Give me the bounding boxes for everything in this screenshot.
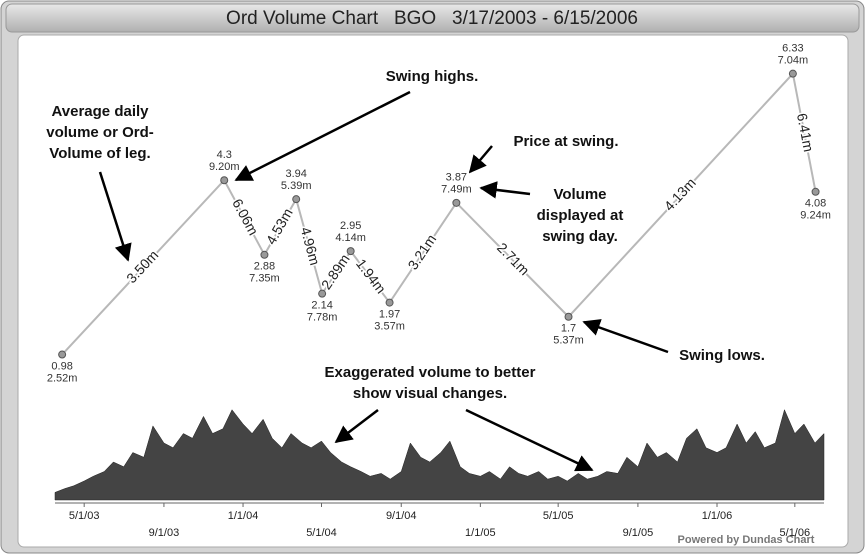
- x-tick-label: 5/1/04: [306, 527, 337, 539]
- price-label: 4.3: [217, 149, 232, 161]
- annotation-line: Swing lows.: [679, 347, 765, 364]
- volume-label: 7.78m: [307, 312, 338, 324]
- volume-label: 7.35m: [249, 273, 280, 285]
- volume-label: 4.14m: [335, 232, 366, 244]
- annotation-line: Average daily: [52, 103, 150, 120]
- x-tick-label: 5/1/03: [69, 510, 100, 522]
- annotation: Swing highs.: [386, 68, 479, 85]
- x-tick-label: 9/1/04: [386, 510, 417, 522]
- plot-area: [17, 34, 849, 548]
- arrows: [98, 90, 669, 472]
- swing-point: [220, 176, 229, 185]
- swing-point: [292, 195, 301, 204]
- swing-point: [452, 198, 461, 207]
- annotation: Price at swing.: [513, 133, 618, 150]
- swing-point: [260, 250, 269, 259]
- price-label: 1.7: [561, 323, 576, 335]
- volume-label: 5.37m: [553, 335, 584, 347]
- annotation-line: Exaggerated volume to better: [325, 364, 536, 381]
- price-label: 2.14: [311, 300, 332, 312]
- annotation-line: Price at swing.: [513, 133, 618, 150]
- volume-label: 9.24m: [800, 210, 831, 222]
- annotation: Swing lows.: [679, 347, 765, 364]
- annotation-line: volume or Ord-: [46, 124, 154, 141]
- annotation: Exaggerated volume to better show visual …: [325, 364, 536, 402]
- x-tick-label: 1/1/06: [702, 510, 733, 522]
- x-tick-label: 9/1/05: [623, 527, 654, 539]
- price-label: 6.33: [782, 43, 803, 55]
- price-label: 2.88: [254, 261, 275, 273]
- swing-point: [58, 350, 67, 359]
- annotation-line: swing day.: [542, 228, 618, 245]
- x-tick-label: 1/1/04: [228, 510, 259, 522]
- volume-label: 7.49m: [441, 184, 472, 196]
- x-tick-label: 1/1/05: [465, 527, 496, 539]
- volume-label: 2.52m: [47, 372, 78, 384]
- credit: Powered by Dundas Chart: [678, 534, 815, 546]
- annotation: Volume displayed at swing day.: [537, 186, 624, 245]
- swing-point: [788, 69, 797, 78]
- swing-point: [346, 247, 355, 256]
- annotation-line: displayed at: [537, 207, 624, 224]
- price-label: 1.97: [379, 308, 400, 320]
- annotation-line: Volume: [553, 186, 606, 203]
- swing-point: [564, 312, 573, 321]
- x-tick-label: 5/1/05: [543, 510, 574, 522]
- chart-title: Ord Volume Chart BGO 3/17/2003 - 6/15/20…: [226, 8, 638, 29]
- volume-label: 7.04m: [778, 55, 809, 67]
- price-label: 0.98: [51, 360, 72, 372]
- annotation-line: show visual changes.: [353, 385, 507, 402]
- annotation: Average daily volume or Ord- Volume of leg…: [46, 103, 154, 162]
- price-label: 2.95: [340, 220, 361, 232]
- volume-label: 5.39m: [281, 180, 312, 192]
- annotation-line: Swing highs.: [386, 68, 479, 85]
- x-tick-label: 5/1/06: [780, 527, 811, 539]
- swing-point: [385, 298, 394, 307]
- title-bar: [5, 3, 860, 33]
- x-tick-label: 9/1/03: [149, 527, 180, 539]
- swing-point: [811, 187, 820, 196]
- volume-label: 3.57m: [374, 320, 405, 332]
- price-label: 3.94: [285, 168, 306, 180]
- annotation-line: Volume of leg.: [49, 145, 150, 162]
- swing-point: [318, 289, 327, 298]
- volume-label: 9.20m: [209, 161, 240, 173]
- price-label: 4.08: [805, 198, 826, 210]
- volume-area: [54, 409, 825, 501]
- price-label: 3.87: [446, 172, 467, 184]
